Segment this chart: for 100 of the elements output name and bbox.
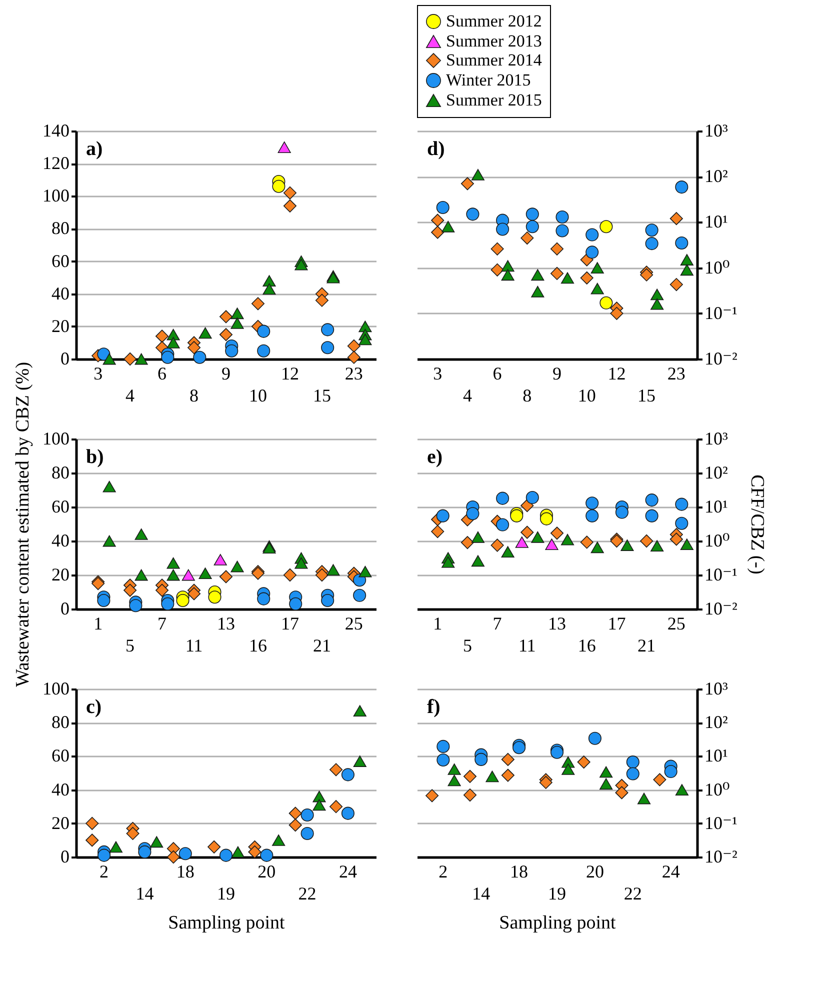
x-tick-label: 8 [522,386,532,406]
legend-label: Summer 2013 [446,32,542,50]
x-tick-label: 8 [190,386,199,406]
y2-tick-label: 10² [704,712,728,732]
legend-label: Winter 2015 [446,70,531,90]
y-tick-label: 0 [60,598,70,618]
y2-tick-label: 10⁻² [704,348,738,368]
x-tick-label: 10 [578,386,596,406]
x-tick-label: 3 [433,364,442,384]
y2-tick-label: 10¹ [704,212,728,232]
x-tick-label: 1 [433,614,442,634]
y-tick-label: 20 [52,564,70,584]
x-tick-label: 9 [552,364,562,384]
x-tick-label: 19 [217,884,235,904]
x-tick-label: 4 [462,386,472,406]
y-tick-label: 0 [60,348,70,368]
x-tick-label: 23 [667,364,686,384]
x-tick-label: 20 [258,862,276,882]
y2-tick-label: 10⁻¹ [704,564,738,584]
y2-tick-label: 10⁻¹ [704,812,738,833]
y2-tick-label: 10¹ [704,746,728,766]
x-tick-label: 25 [344,614,363,634]
x-tick-label: 17 [280,614,299,634]
annotation: e) [427,446,443,468]
y-tick-label: 80 [52,462,70,482]
y-tick-label: 80 [52,712,70,732]
y-tick-label: 40 [52,283,70,304]
x-tick-label: 25 [667,614,686,634]
y-axis-title: Wastewater content estimated by CBZ (%) [12,362,34,688]
x-axis-title: Sampling point [168,912,286,934]
x-tick-label: 14 [136,884,154,904]
x-tick-label: 16 [248,636,267,656]
y-tick-label: 100 [42,428,70,448]
y-tick-label: 60 [52,496,70,516]
x-tick-label: 13 [548,614,566,634]
x-tick-label: 6 [492,364,502,384]
legend-label: Summer 2014 [446,50,542,70]
x-tick-label: 2 [100,862,109,882]
x-tick-label: 24 [662,862,680,882]
x-tick-label: 24 [338,862,357,882]
x-tick-label: 15 [638,386,656,406]
annotation: d) [427,138,445,160]
x-tick-label: 14 [472,884,490,904]
x-tick-label: 11 [185,636,203,656]
y-tick-label: 120 [42,153,70,174]
y-tick-label: 0 [60,846,70,866]
y2-tick-label: 10⁰ [704,779,730,800]
x-tick-label: 16 [578,636,596,656]
y-tick-label: 40 [52,530,70,550]
x-tick-label: 20 [586,862,604,882]
x-tick-label: 23 [344,364,363,384]
y2-tick-label: 10⁰ [704,257,730,278]
y-tick-label: 60 [52,746,70,766]
y2-tick-label: 10⁻¹ [704,302,738,323]
x-tick-label: 12 [280,364,299,384]
x-axis-title: Sampling point [499,912,617,934]
y2-axis-title: CFF/CBZ (-) [746,474,768,574]
x-tick-label: 11 [518,636,536,656]
x-tick-label: 7 [158,614,167,634]
x-tick-label: 1 [94,614,103,634]
x-tick-label: 12 [608,364,626,384]
x-tick-label: 9 [222,364,230,384]
y-tick-label: 100 [42,678,70,698]
annotation: f) [427,696,440,718]
y-tick-label: 100 [42,186,70,206]
x-tick-label: 5 [126,636,135,656]
y2-tick-label: 10³ [704,428,728,448]
y2-tick-label: 10⁻² [704,846,738,866]
x-tick-label: 19 [548,884,566,904]
y-tick-label: 20 [52,812,70,833]
y2-tick-label: 10⁻² [704,598,738,618]
x-tick-label: 13 [217,614,235,634]
x-tick-label: 4 [126,386,135,406]
x-tick-label: 21 [312,636,331,656]
y-tick-label: 60 [52,250,70,271]
legend-label: Summer 2015 [446,90,542,110]
y-tick-label: 20 [52,316,70,336]
x-tick-label: 5 [462,636,472,656]
x-tick-label: 18 [176,862,194,882]
annotation: b) [86,446,104,468]
x-tick-label: 22 [624,884,642,904]
y2-tick-label: 10² [704,462,728,482]
x-tick-label: 15 [312,386,331,406]
y2-tick-label: 10³ [704,120,728,140]
x-tick-label: 3 [94,364,103,384]
x-tick-label: 10 [248,386,267,406]
annotation: a) [86,138,103,160]
x-tick-label: 7 [492,614,502,634]
y2-tick-label: 10² [704,166,728,186]
legend-label: Summer 2012 [446,12,542,30]
y-tick-label: 40 [52,779,70,800]
x-tick-label: 2 [438,862,448,882]
x-tick-label: 21 [638,636,656,656]
x-tick-label: 18 [510,862,528,882]
y2-tick-label: 10¹ [704,496,728,516]
x-tick-label: 17 [608,614,626,634]
y-tick-label: 140 [42,120,70,140]
x-tick-label: 6 [158,364,167,384]
x-tick-label: 22 [298,884,316,904]
y-tick-label: 80 [52,218,70,238]
